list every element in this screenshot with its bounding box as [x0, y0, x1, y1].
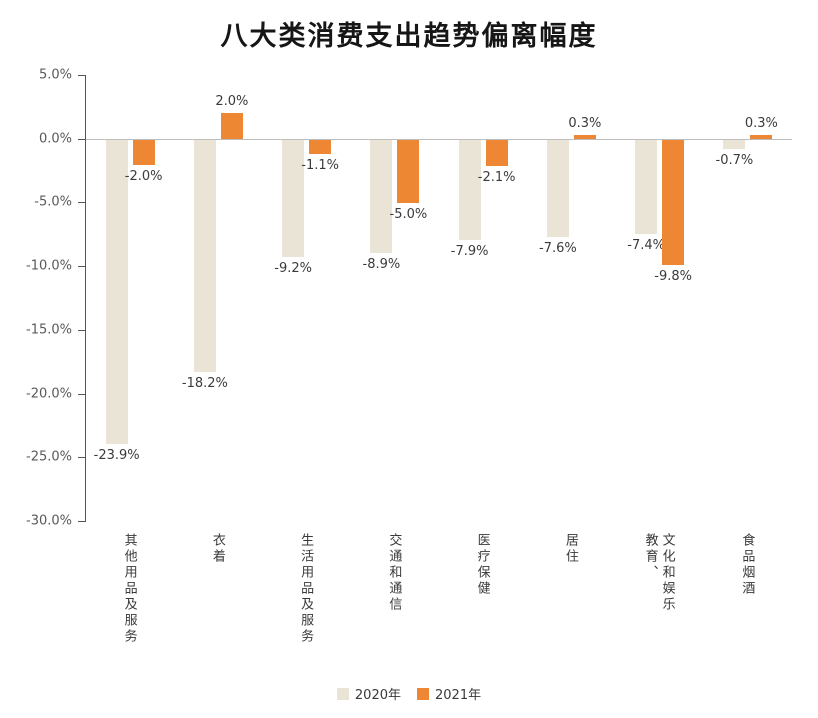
- x-category-label: 教育、 文化和娱乐: [642, 533, 675, 613]
- y-axis-tick: [78, 138, 86, 140]
- y-axis-tick: [78, 202, 86, 204]
- legend-swatch: [417, 687, 429, 700]
- bar-value-label: -2.0%: [124, 169, 163, 185]
- bar-value-label: -1.1%: [301, 157, 339, 173]
- x-category-label: 其他用品及服务: [121, 533, 137, 645]
- x-category-label: 生活用品及服务: [298, 533, 314, 645]
- bar-series1-cat6: [662, 139, 685, 265]
- bar-value-label: -7.4%: [627, 238, 665, 253]
- legend-item-0: 2020年: [336, 684, 401, 703]
- bar-value-label: -23.9%: [93, 448, 140, 464]
- y-axis-tick-label: 5.0%: [38, 67, 72, 83]
- bar-value-label: -7.9%: [450, 244, 489, 260]
- x-axis-labels: 其他用品及服务 衣着 生活用品及服务 交通和通信 医疗保健 居住 教育、 文化和娱乐 食品烟酒: [85, 533, 791, 681]
- y-axis-tick: [78, 329, 86, 331]
- y-axis-tick-label: -30.0%: [26, 513, 72, 529]
- bar-series0-cat0: [105, 139, 128, 445]
- bar-value-label: -2.1%: [477, 170, 516, 186]
- bar-value-label: -0.7%: [715, 152, 754, 168]
- x-category-label: 衣着: [209, 533, 225, 565]
- bar-value-label: -8.9%: [362, 257, 401, 273]
- bar-value-label: -7.6%: [539, 240, 577, 256]
- bar-series1-cat2: [309, 139, 332, 154]
- bar-series0-cat1: [193, 139, 216, 372]
- legend-label: 2021年: [435, 688, 482, 703]
- y-axis-tick: [78, 457, 86, 459]
- legend-swatch: [336, 687, 349, 700]
- bar-value-label: -9.2%: [274, 260, 312, 276]
- plot-area: 5.0% 0.0% -5.0% -10.0% -15.0% -20.0% -25.0% -30…: [26, 68, 792, 529]
- y-axis-tick: [78, 521, 86, 522]
- bar-value-label: -5.0%: [389, 207, 428, 223]
- legend: 2020年 2021年: [0, 684, 818, 703]
- legend-label: 2020年: [354, 688, 401, 703]
- bar-series1-cat7: [750, 134, 773, 139]
- x-category-label: 居住: [562, 533, 578, 565]
- bar-value-label: -9.8%: [654, 268, 692, 284]
- y-axis-tick-label: -10.0%: [26, 258, 72, 274]
- zero-axis-line: [86, 138, 792, 140]
- bar-series1-cat1: [220, 113, 243, 139]
- bar-series0-cat3: [370, 139, 393, 254]
- x-category-label: 医疗保健: [474, 533, 490, 597]
- bar-series1-cat4: [485, 139, 508, 167]
- y-axis-tick-label: -15.0%: [26, 322, 72, 338]
- y-axis-tick-label: -20.0%: [26, 386, 72, 402]
- bar-series0-cat5: [546, 139, 569, 237]
- x-category-label: 食品烟酒: [739, 533, 755, 597]
- legend-item-1: 2021年: [417, 684, 481, 703]
- bar-series1-cat5: [573, 134, 596, 139]
- bar-value-label: -18.2%: [181, 375, 228, 391]
- y-axis-tick: [78, 75, 86, 76]
- bar-value-label: 0.3%: [568, 115, 602, 131]
- bar-series0-cat7: [723, 139, 746, 149]
- x-category-label: 交通和通信: [386, 533, 402, 613]
- bar-series1-cat0: [132, 139, 155, 166]
- bar-series0-cat4: [458, 139, 481, 241]
- bar-series0-cat6: [635, 139, 658, 234]
- chart-title: 八大类消费支出趋势偏离幅度: [220, 21, 598, 52]
- y-axis-tick-label: 0.0%: [38, 131, 72, 147]
- y-axis-tick: [78, 266, 86, 268]
- bar-value-label: 0.3%: [744, 115, 778, 131]
- bar-series1-cat3: [397, 139, 420, 204]
- bar-value-label: 2.0%: [215, 94, 249, 110]
- bar-series0-cat2: [282, 139, 305, 257]
- y-axis-tick-label: -25.0%: [26, 449, 72, 465]
- y-axis-tick: [78, 393, 86, 395]
- y-axis-tick-label: -5.0%: [34, 194, 72, 210]
